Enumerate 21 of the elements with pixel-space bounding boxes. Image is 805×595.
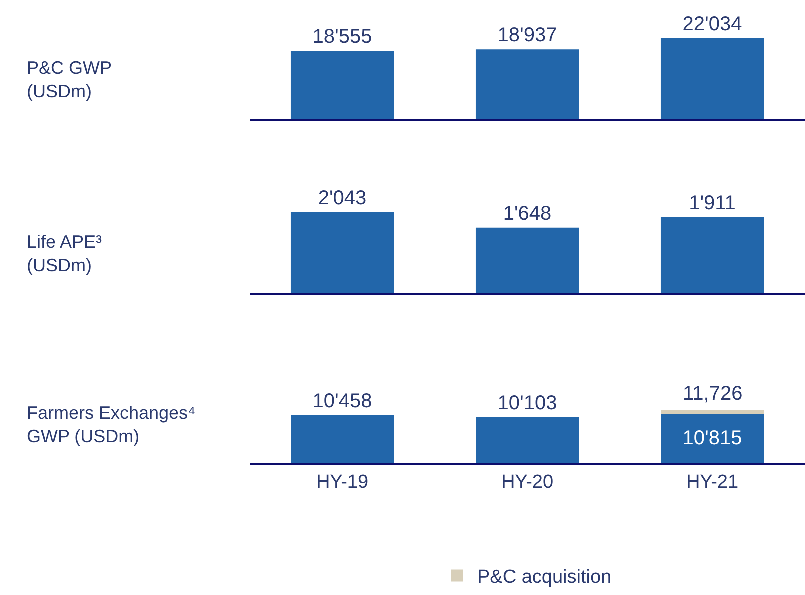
bar: [660, 410, 764, 414]
data-label: 10'815: [682, 428, 742, 450]
x-tick-label: HY-19: [316, 472, 369, 493]
total-label: 11,726: [683, 383, 743, 405]
legend-label: P&C acquisition: [478, 567, 612, 588]
y-axis-title: Life APE³ (USDm): [27, 232, 102, 276]
data-label: 10'458: [312, 390, 372, 413]
y-axis-title: Farmers Exchanges⁴ GWP (USDm): [27, 403, 196, 446]
x-tick-label: HY-20: [501, 472, 554, 493]
data-label: 10'103: [498, 392, 558, 414]
bar: [476, 417, 580, 463]
bar: [660, 414, 764, 463]
data-label: 1'911: [689, 192, 736, 214]
bar: [290, 416, 394, 463]
y-axis-title: P&C GWP (USDm): [27, 58, 112, 102]
data-label: 22'034: [682, 13, 742, 36]
data-label: 2'043: [318, 187, 367, 210]
data-label: 18'555: [312, 26, 372, 48]
x-tick-label: HY-21: [686, 472, 739, 493]
data-label: 1'648: [503, 202, 552, 225]
data-label: 18'937: [498, 24, 558, 47]
